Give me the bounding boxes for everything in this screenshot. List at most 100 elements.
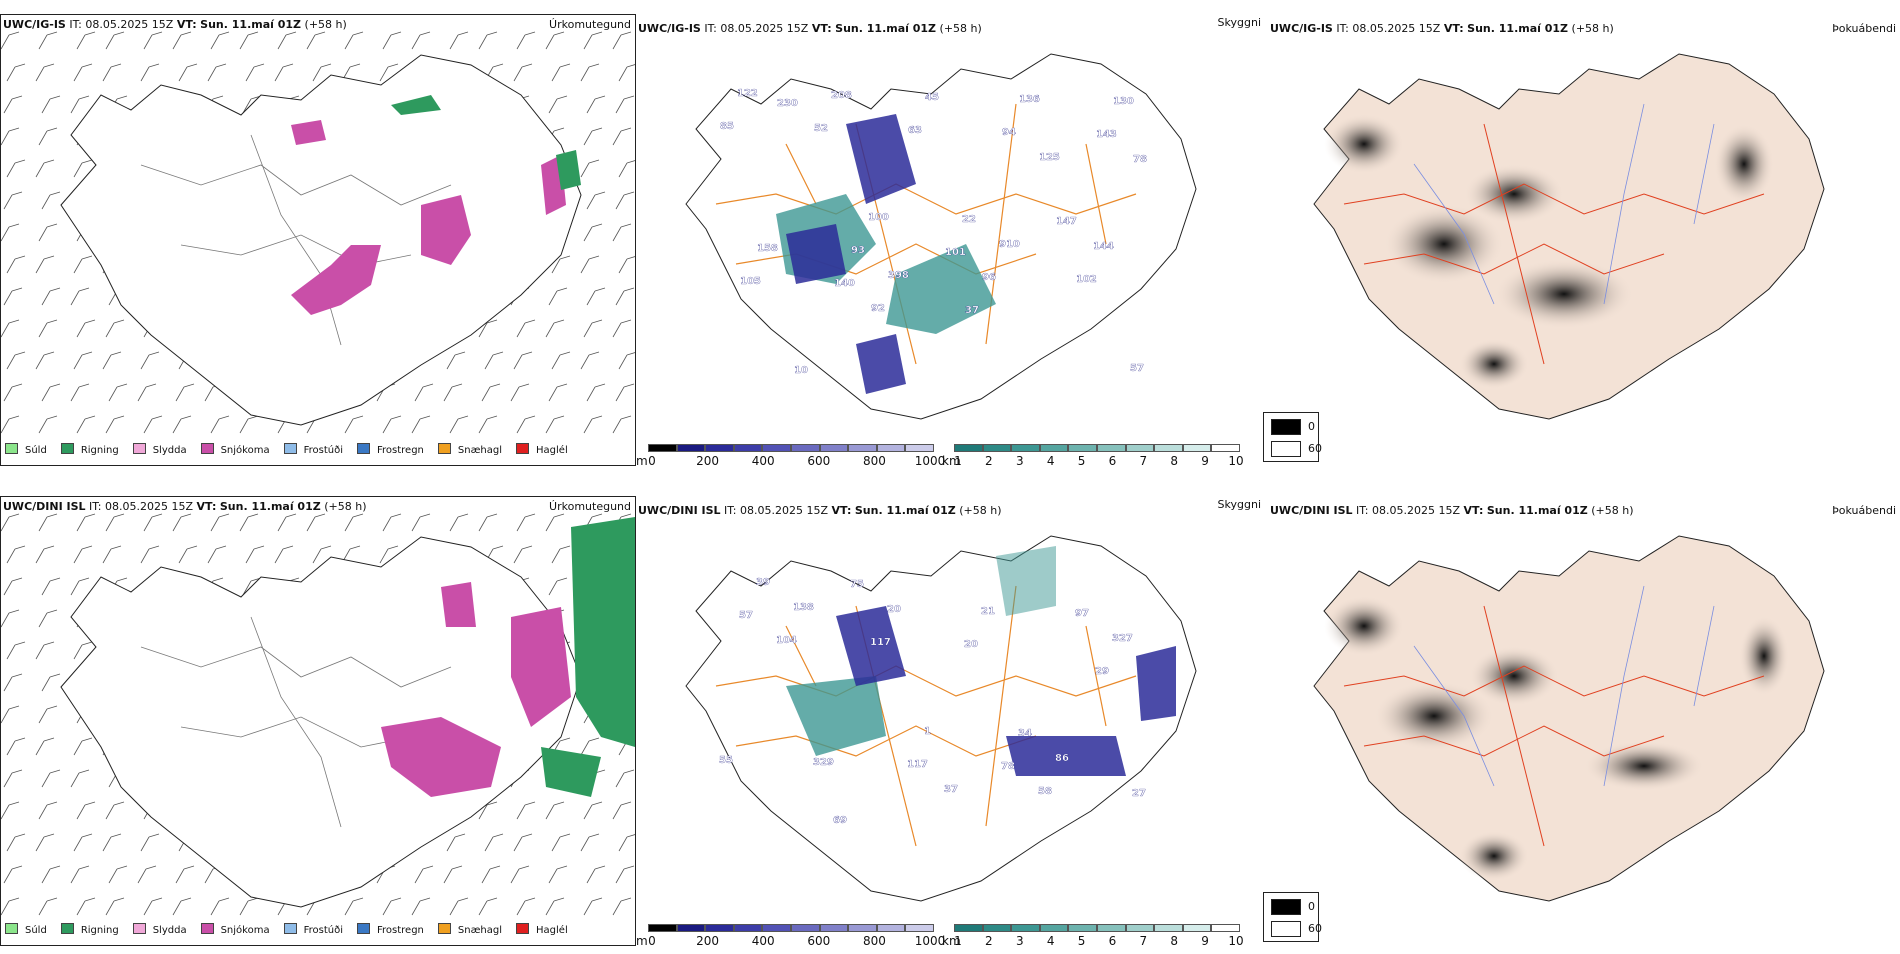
visibility-title: Skyggni xyxy=(1217,16,1261,29)
wind-barb xyxy=(382,513,402,532)
visibility-value-label: 57 xyxy=(739,610,753,621)
colorbar-tick-label: 400 xyxy=(751,454,775,468)
wind-barb xyxy=(3,577,23,596)
visibility-value-label: 39 xyxy=(756,577,770,588)
wind-barb xyxy=(102,833,122,852)
wind-barb xyxy=(76,801,96,820)
colorbar-segment xyxy=(905,444,934,452)
wind-barb xyxy=(172,897,192,916)
visibility-value-label: 1 xyxy=(924,726,931,737)
visibility-value-label: 20 xyxy=(887,604,901,615)
wind-barb xyxy=(551,63,571,82)
wind-barb xyxy=(1,897,20,916)
wind-barb xyxy=(3,287,23,306)
visibility-value-label: 104 xyxy=(776,635,797,646)
wind-barb xyxy=(143,31,163,50)
wind-barb xyxy=(478,801,498,820)
visibility-value-label: 34 xyxy=(1018,728,1032,739)
fog-key-label: 60 xyxy=(1308,922,1322,935)
wind-barb xyxy=(1,31,20,50)
wind-barb xyxy=(239,31,259,50)
wind-barb xyxy=(513,833,533,852)
visibility-value-label: 10 xyxy=(794,365,808,376)
wind-barb xyxy=(3,383,23,402)
wind-barb xyxy=(3,673,23,692)
wind-barb xyxy=(143,897,163,916)
wind-barb xyxy=(449,31,469,50)
wind-barb xyxy=(478,319,498,338)
panel-title-bottom-left: UWC/DINI ISL IT: 08.05.2025 15Z VT: Sun.… xyxy=(3,500,367,513)
visibility-value-label: 136 xyxy=(1019,94,1040,105)
colorbar-segment xyxy=(982,444,1012,452)
visibility-value-label: 94 xyxy=(1002,127,1016,138)
colorbar-segment xyxy=(676,924,706,932)
legend-item: Frostregn xyxy=(357,443,424,456)
visibility-value-label: 27 xyxy=(1132,788,1146,799)
wind-barb xyxy=(38,31,58,50)
visibility-value-label: 21 xyxy=(981,606,995,617)
wind-barb xyxy=(583,801,603,820)
wind-barb xyxy=(143,415,163,434)
legend-item: Súld xyxy=(5,443,47,456)
wind-barb xyxy=(105,31,125,50)
visibility-value-label: 327 xyxy=(1112,633,1133,644)
visibility-value-label: 57 xyxy=(1130,363,1144,374)
colorbar-tick-label: 200 xyxy=(696,454,720,468)
wind-barb xyxy=(245,63,265,82)
precip-legend: Súld Rigning Slydda Snjókoma Frostúði Frostre… xyxy=(5,923,582,936)
wind-barb xyxy=(586,865,606,884)
visibility-value-label: 93 xyxy=(851,245,865,256)
wind-barb xyxy=(239,897,259,916)
visibility-value-label: 78 xyxy=(1001,761,1015,772)
visibility-values-bottom: 138 1 86 39 20 34 55 75 21 327 329 37 97 104 117 58 57 11… xyxy=(719,577,1146,826)
visibility-value-label: 143 xyxy=(1096,129,1117,140)
colorbar-tick-label: 1 xyxy=(954,934,962,948)
colorbar-tick-label: 8 xyxy=(1170,454,1179,468)
colorbar-segment xyxy=(733,924,763,932)
legend-label: Súld xyxy=(25,925,47,936)
colorbar-tick-label: 6 xyxy=(1108,934,1117,948)
colorbar-tick-label: 800 xyxy=(862,934,886,948)
legend-label: Frostúði xyxy=(303,925,343,936)
wind-barb xyxy=(70,865,90,884)
wind-barb xyxy=(583,319,603,338)
legend-item: Frostúði xyxy=(283,923,343,936)
legend-swatch xyxy=(283,923,297,934)
visibility-value-label: 96 xyxy=(982,272,996,283)
colorbar-tick-label: 1 xyxy=(954,454,962,468)
precip-type-map-bottom xyxy=(1,513,635,916)
visibility-value-label: 158 xyxy=(757,243,778,254)
legend-label: Slydda xyxy=(152,445,187,456)
legend-item: Rigning xyxy=(60,923,119,936)
wind-barb xyxy=(38,415,58,434)
visibility-value-label: 122 xyxy=(737,88,758,99)
wind-barb xyxy=(178,63,198,82)
wind-barb xyxy=(580,255,600,274)
colorbar-segment xyxy=(676,444,706,452)
wind-barb xyxy=(140,63,160,82)
precip-legend: Súld Rigning Slydda Snjókoma Frostúði Frostre… xyxy=(5,443,582,456)
wind-barb xyxy=(73,833,93,852)
wind-barb xyxy=(35,833,55,852)
wind-barb xyxy=(481,383,501,402)
colorbar-tick-label: 1000 xyxy=(914,454,946,468)
wind-barb xyxy=(306,31,326,50)
colorbar-segment xyxy=(1068,924,1097,932)
wind-barb xyxy=(551,833,571,852)
wind-barb xyxy=(516,415,536,434)
wind-barb xyxy=(35,737,55,756)
wind-barb xyxy=(105,513,125,532)
wind-barb xyxy=(580,63,600,82)
wind-barb xyxy=(618,834,635,852)
colorbar-tick-label: 2 xyxy=(985,934,993,948)
colorbar-segment xyxy=(791,444,820,452)
visibility-value-label: 147 xyxy=(1056,216,1077,227)
wind-barb xyxy=(6,63,26,82)
colorbar-segment xyxy=(1011,444,1040,452)
wind-barb xyxy=(3,769,23,788)
colorbar-segment xyxy=(1068,444,1097,452)
colorbar-segment xyxy=(876,924,906,932)
colorbar-m: m 0 200 400 600 800 1000 xyxy=(636,444,945,474)
panel-title-top-right: UWC/IG-IS IT: 08.05.2025 15Z VT: Sun. 11… xyxy=(1270,22,1614,35)
visibility-value-label: 85 xyxy=(720,121,734,132)
